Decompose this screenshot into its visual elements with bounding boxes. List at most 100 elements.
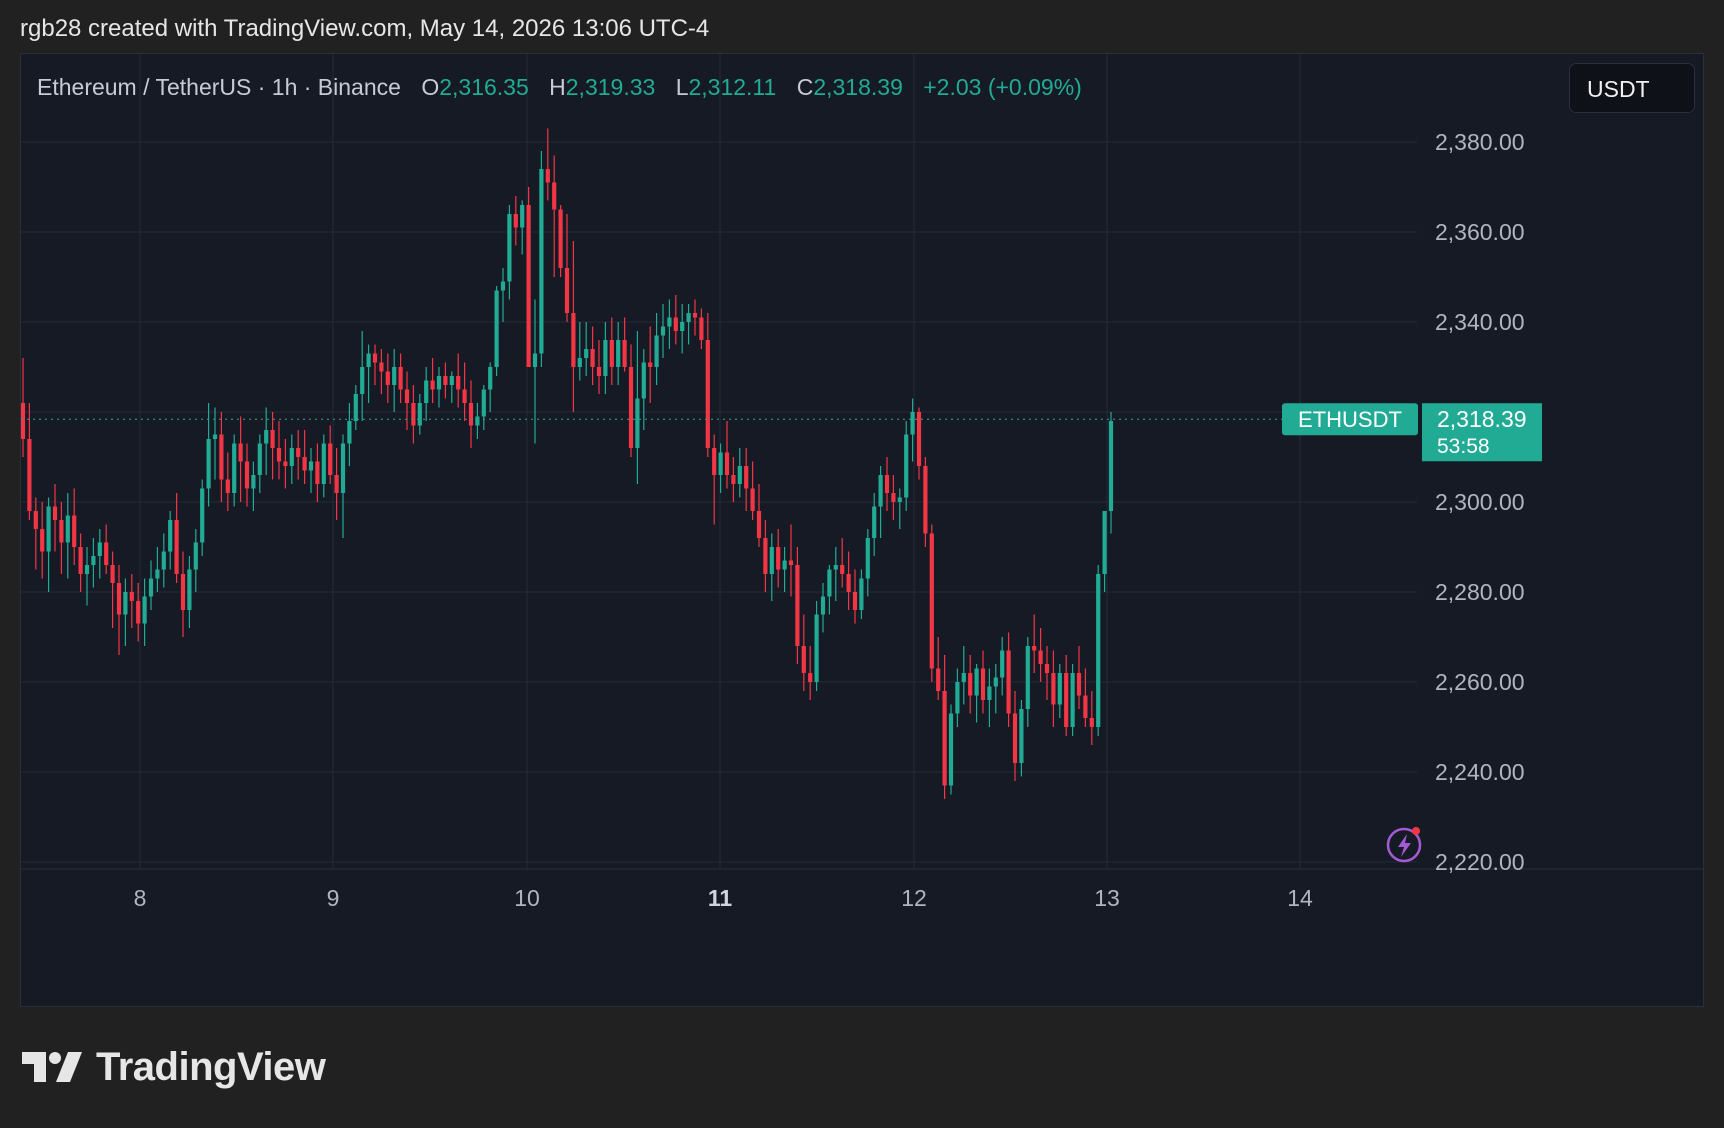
candle-body xyxy=(846,574,851,592)
candle-body xyxy=(692,313,698,318)
candle-body xyxy=(187,569,192,610)
candle-body xyxy=(936,668,941,691)
candle-body xyxy=(980,668,986,700)
lightning-alert-icon[interactable] xyxy=(1386,827,1422,863)
candle-body xyxy=(21,403,26,439)
candle-body xyxy=(353,394,358,421)
candle-body xyxy=(283,461,288,466)
candlestick-chart[interactable]: 2,220.00 2,240.00 2,260.00 2,280.00 2,300.00… xyxy=(21,54,1704,1007)
candle-body xyxy=(456,376,461,390)
candle-body xyxy=(46,506,51,552)
x-tick-label: 13 xyxy=(1094,885,1120,911)
candle-body xyxy=(897,497,902,502)
candle-body xyxy=(1070,673,1075,727)
y-tick-label: 2,220.00 xyxy=(1435,849,1525,875)
x-tick-label: 14 xyxy=(1287,885,1313,911)
candle-body xyxy=(648,362,653,367)
candle-body xyxy=(622,340,627,367)
candle-body xyxy=(865,538,870,579)
candle-body xyxy=(520,205,525,228)
candle-body xyxy=(910,412,915,435)
candle-body xyxy=(136,601,141,624)
candle-body xyxy=(820,596,826,615)
candle-body xyxy=(340,443,346,493)
candle-body xyxy=(916,412,922,466)
legend-high-label: H xyxy=(549,74,566,100)
y-tick-label: 2,360.00 xyxy=(1435,219,1525,245)
candle-body xyxy=(680,322,685,331)
candle-body xyxy=(776,547,781,570)
candle-body xyxy=(731,475,736,484)
candle-body xyxy=(488,367,493,390)
candle-body xyxy=(200,488,205,543)
candle-body xyxy=(616,340,621,367)
candle-body xyxy=(884,475,890,493)
x-tick-label: 12 xyxy=(901,885,927,911)
candle-body xyxy=(596,367,602,376)
candle-body xyxy=(84,565,90,574)
candle-body xyxy=(481,389,486,417)
candle-body xyxy=(430,380,435,390)
chart-frame[interactable]: 2,220.00 2,240.00 2,260.00 2,280.00 2,300.00… xyxy=(20,53,1704,1007)
candle-body xyxy=(206,439,211,489)
legend-change: +2.03 (+0.09%) xyxy=(923,74,1082,100)
candle-body xyxy=(334,475,339,493)
candle-body xyxy=(667,317,672,327)
candle-body xyxy=(328,443,333,475)
candle-body xyxy=(462,389,467,403)
y-tick-label: 2,380.00 xyxy=(1435,129,1525,155)
candle-body xyxy=(475,416,480,426)
tradingview-logo-text: TradingView xyxy=(96,1044,326,1089)
candle-body xyxy=(65,515,70,543)
candle-body xyxy=(1019,709,1024,763)
currency-button[interactable]: USDT xyxy=(1569,63,1695,113)
legend-high-value: 2,319.33 xyxy=(565,74,656,100)
candle-body xyxy=(795,565,800,646)
candle-body xyxy=(78,547,83,574)
tradingview-logo-icon xyxy=(22,1052,82,1082)
candle-body xyxy=(1057,673,1062,705)
y-tick-label: 2,340.00 xyxy=(1435,309,1525,335)
candle-body xyxy=(513,214,518,228)
candle-body xyxy=(763,538,768,574)
candle-body xyxy=(539,169,544,354)
candle-body xyxy=(1032,646,1037,651)
legend-close-value: 2,318.39 xyxy=(813,74,903,100)
legend-close-label: C xyxy=(796,74,814,100)
candle-body xyxy=(993,677,998,687)
y-tick-label: 2,300.00 xyxy=(1435,489,1525,515)
candle-body xyxy=(276,448,282,462)
x-tick-label: 11 xyxy=(708,885,733,911)
candle-body xyxy=(392,367,397,385)
price-tag-price: 2,318.39 xyxy=(1437,406,1527,432)
candle-body xyxy=(1102,511,1107,574)
candle-body xyxy=(699,317,704,340)
candle-body xyxy=(212,434,218,439)
candle-body xyxy=(987,686,992,700)
candle-body xyxy=(321,443,326,484)
candle-body xyxy=(148,578,154,597)
x-tick-label: 10 xyxy=(514,885,540,911)
candle-body xyxy=(40,529,45,552)
candle-body xyxy=(315,461,320,484)
legend-low-label: L xyxy=(675,74,689,100)
candle-body xyxy=(289,448,294,466)
candle-body xyxy=(1044,664,1050,673)
candle-body xyxy=(814,614,819,682)
candle-body xyxy=(872,506,877,538)
candle-body xyxy=(782,560,787,570)
candle-body xyxy=(686,313,691,322)
candle-body xyxy=(251,475,256,489)
candle-body xyxy=(942,691,947,786)
candle-body xyxy=(347,421,352,444)
candle-body xyxy=(628,367,634,448)
candle-body xyxy=(1076,673,1082,696)
price-tag-symbol-box xyxy=(1282,403,1418,436)
candle-body xyxy=(552,182,557,210)
candle-body xyxy=(449,376,454,385)
candle-body xyxy=(878,475,883,507)
tradingview-logo[interactable]: TradingView xyxy=(22,1044,326,1089)
legend-symbol[interactable]: Ethereum / TetherUS · 1h · Binance xyxy=(37,74,401,100)
candle-body xyxy=(72,515,77,547)
x-tick-label: 9 xyxy=(327,885,340,911)
